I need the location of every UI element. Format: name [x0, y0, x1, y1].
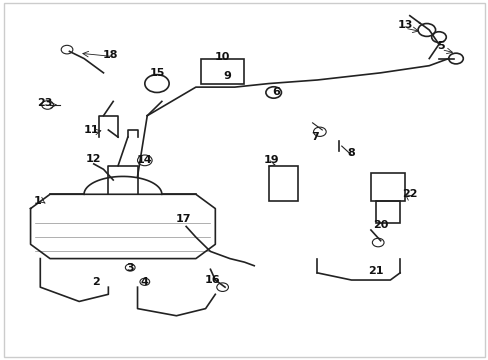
- Text: 8: 8: [347, 148, 355, 158]
- Text: 12: 12: [86, 154, 102, 163]
- Bar: [201, 59, 244, 84]
- Text: 19: 19: [263, 156, 279, 165]
- Text: 11: 11: [83, 125, 99, 135]
- Text: 18: 18: [103, 50, 118, 60]
- Text: 20: 20: [372, 220, 387, 230]
- Text: 6: 6: [272, 87, 280, 98]
- Text: 17: 17: [176, 214, 191, 224]
- Bar: [375, 202, 399, 223]
- Text: 22: 22: [401, 189, 417, 199]
- Text: 16: 16: [204, 275, 220, 285]
- Bar: [268, 166, 297, 202]
- Text: 7: 7: [310, 132, 318, 142]
- Text: 13: 13: [396, 19, 412, 30]
- Text: 9: 9: [223, 71, 231, 81]
- Text: 1: 1: [34, 197, 41, 206]
- Text: 3: 3: [126, 262, 134, 273]
- Text: 2: 2: [92, 277, 100, 287]
- Text: 10: 10: [215, 52, 230, 62]
- Text: 21: 21: [367, 266, 383, 276]
- Bar: [370, 173, 404, 202]
- Text: 14: 14: [137, 156, 152, 165]
- Text: 4: 4: [141, 277, 148, 287]
- Text: 5: 5: [437, 41, 444, 51]
- Text: 15: 15: [149, 68, 164, 78]
- Text: 23: 23: [38, 98, 53, 108]
